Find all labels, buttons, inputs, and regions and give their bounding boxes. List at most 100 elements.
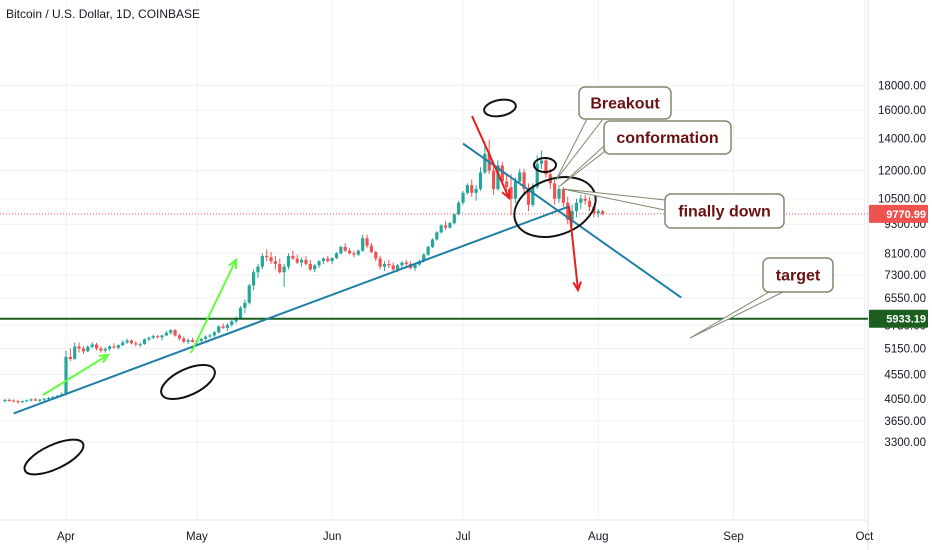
candle [12, 399, 16, 403]
candle-body [77, 346, 81, 349]
candle [64, 350, 68, 396]
candle-body [539, 160, 544, 164]
candle [99, 346, 103, 353]
candle-body [443, 225, 448, 228]
price-axis[interactable]: 18000.00 16000.00 14000.00 12000.00 10500.00… [878, 80, 926, 449]
candle [391, 262, 395, 271]
candle-body [326, 258, 330, 262]
candle-body [81, 348, 86, 352]
candle [313, 263, 317, 273]
candle [256, 263, 260, 279]
candle-body [522, 172, 526, 189]
price-tick-label: 4050.00 [884, 394, 926, 406]
trendlines [0, 142, 868, 415]
candle [142, 338, 147, 345]
time-tick-label: Sep [723, 531, 743, 543]
candle-body [243, 302, 247, 308]
current-price-tag: 9770.99 [869, 204, 928, 223]
candle-body [212, 332, 216, 336]
candle-body [526, 188, 531, 205]
candle [252, 269, 256, 291]
candle [356, 249, 360, 256]
candle-body [378, 258, 382, 267]
time-axis[interactable]: Apr May Jun Jul Aug Sep Oct [57, 531, 874, 543]
callout-target: target [689, 257, 834, 339]
candle-body [291, 255, 295, 259]
candle-body [186, 340, 190, 342]
candle-body [430, 239, 435, 247]
candle-body [452, 214, 456, 224]
candle [103, 347, 107, 353]
red-arrow-2 [568, 205, 582, 293]
candle-body [544, 160, 548, 175]
candle-body [3, 400, 7, 402]
candle [282, 263, 286, 287]
candle [566, 196, 570, 225]
candle-body [343, 246, 347, 251]
candle [177, 333, 182, 341]
candle-body [339, 246, 343, 254]
candle-body [199, 338, 203, 341]
candle-body [278, 263, 282, 273]
candle-body [566, 202, 570, 220]
time-tick-label: May [186, 531, 208, 543]
trendline-falling-resistance [462, 142, 682, 299]
candle [439, 224, 443, 234]
candle [387, 259, 391, 269]
price-tick-label: 3650.00 [884, 416, 926, 428]
candle [247, 283, 251, 305]
candle-body [356, 250, 360, 255]
green-arrow-2 [190, 257, 238, 354]
green-arrow-1 [42, 353, 110, 396]
candle [300, 257, 304, 267]
candle [352, 250, 356, 258]
candle [212, 330, 216, 337]
candle [125, 338, 129, 345]
callout-pointer [689, 291, 784, 339]
candle [509, 174, 513, 216]
candle-body [230, 321, 234, 325]
callout-text: Breakout [590, 96, 660, 113]
candle [295, 254, 299, 264]
candle-body [46, 397, 51, 399]
candle [108, 345, 112, 351]
candle [570, 204, 574, 227]
candle-body [596, 211, 600, 214]
candle-body [7, 400, 11, 402]
candle-body [269, 257, 273, 262]
candle [20, 400, 24, 404]
arrow-shaft [42, 354, 109, 396]
candle-body [365, 238, 369, 246]
candle-body [491, 170, 496, 189]
candle-body [151, 336, 155, 338]
support-price-tag: 5933.19 [869, 309, 928, 328]
candle-body [457, 202, 461, 215]
candle [596, 208, 600, 218]
candle [173, 328, 177, 337]
chart-title: Bitcoin / U.S. Dollar, 1D, COINBASE [6, 7, 201, 21]
candles [3, 139, 605, 404]
candle-body [474, 188, 478, 193]
candle-body [513, 181, 517, 199]
price-tick-label: 7300.00 [884, 270, 926, 282]
candle-body [12, 400, 16, 402]
candle-body [295, 258, 299, 263]
candle-body [164, 332, 168, 336]
price-tick-label: 5150.00 [884, 343, 926, 355]
candle [574, 198, 579, 218]
highlight-ellipse [483, 98, 517, 118]
candle [112, 343, 116, 349]
price-tick-label: 6550.00 [884, 293, 926, 305]
candle-body [413, 264, 417, 269]
callout-box [664, 193, 785, 229]
time-tick-label: Jul [456, 531, 471, 543]
candle-body [260, 255, 264, 267]
price-tag-bg [869, 204, 928, 223]
candle [156, 335, 160, 339]
candle [86, 345, 90, 353]
candle-body [587, 200, 592, 207]
candle [234, 316, 238, 324]
candle [25, 399, 29, 403]
candle [182, 336, 186, 344]
